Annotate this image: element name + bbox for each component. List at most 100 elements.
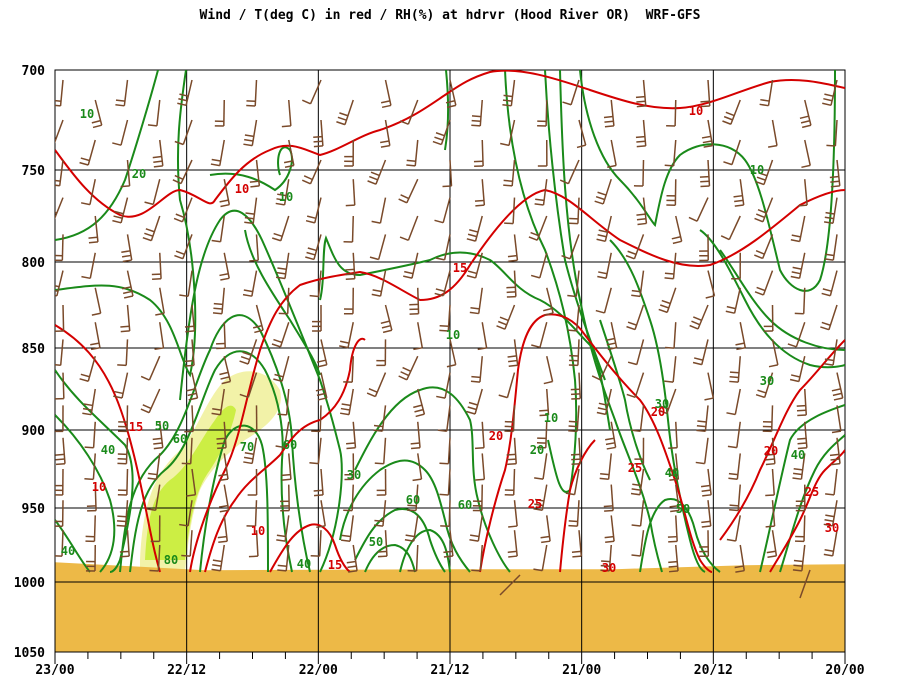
wind-barb xyxy=(766,530,778,558)
wind-barb xyxy=(249,159,261,188)
wind-barb xyxy=(373,405,387,432)
wind-barb xyxy=(246,79,258,107)
wind-barb xyxy=(506,437,517,466)
wind-barb xyxy=(112,119,129,146)
wind-barb xyxy=(631,500,645,527)
wind-barb xyxy=(374,437,387,465)
x-tick-label: 21/12 xyxy=(430,663,469,678)
wind-barb xyxy=(277,544,290,572)
wind-barb xyxy=(436,372,451,399)
wind-barb xyxy=(700,468,712,497)
x-tick-label: 22/00 xyxy=(299,663,338,678)
wind-barb xyxy=(831,405,842,434)
wind-barb xyxy=(671,215,683,245)
wind-barb xyxy=(824,234,838,261)
wind-barb xyxy=(55,339,64,367)
wind-barb xyxy=(239,339,258,365)
wind-barb xyxy=(344,139,354,167)
wind-barb xyxy=(603,484,614,512)
wind-barb xyxy=(91,287,102,316)
temperature-contour-label: 20 xyxy=(489,429,503,443)
wind-barb xyxy=(504,468,516,496)
x-tick-label: 21/00 xyxy=(562,663,601,678)
wind-barb xyxy=(340,388,354,416)
wind-barb xyxy=(821,270,838,297)
wind-barb xyxy=(117,339,129,367)
wind-barb xyxy=(435,234,451,261)
wind-barb xyxy=(826,119,838,147)
wind-barb xyxy=(591,355,612,381)
temperature-contour-label: 10 xyxy=(251,524,265,538)
wind-barb xyxy=(506,270,517,298)
wind-barb xyxy=(729,356,741,383)
wind-barbs xyxy=(55,79,844,599)
wind-barb xyxy=(115,79,129,107)
wind-barb xyxy=(150,515,161,543)
wind-barb xyxy=(312,304,322,332)
wind-barb xyxy=(367,159,387,185)
wind-barb xyxy=(275,421,290,449)
wind-barb xyxy=(594,178,612,205)
wind-barb xyxy=(633,159,645,187)
wind-barb xyxy=(504,405,516,433)
wind-barb xyxy=(597,252,612,280)
temperature-contour-label: 15 xyxy=(129,420,143,434)
wind-barb xyxy=(376,339,387,367)
wind-barb xyxy=(403,252,419,279)
wind-barb xyxy=(439,304,451,332)
wind-barb xyxy=(508,500,518,528)
wind-barb xyxy=(212,287,225,315)
x-tick-label: 20/00 xyxy=(825,663,864,678)
wind-barb xyxy=(696,405,709,433)
wind-barb xyxy=(184,339,195,367)
wind-barb xyxy=(499,574,521,596)
wind-barb xyxy=(688,197,709,222)
wind-barb xyxy=(343,356,354,383)
wind-barb xyxy=(55,500,64,527)
wind-barb xyxy=(568,500,580,527)
wind-barb xyxy=(81,252,96,280)
temperature-contour-label: 10 xyxy=(235,182,249,196)
wind-barb xyxy=(595,287,612,314)
wind-barb xyxy=(607,139,617,168)
wind-barb xyxy=(280,484,290,512)
wind-barb xyxy=(211,215,225,243)
wind-barb xyxy=(596,388,612,416)
wind-barb xyxy=(530,252,548,279)
rh-contour-label: 50 xyxy=(155,419,169,433)
wind-barb xyxy=(366,372,387,398)
rh-contour-label: 70 xyxy=(240,440,254,454)
wind-barb xyxy=(305,234,322,261)
wind-barb xyxy=(82,388,96,416)
wind-barb xyxy=(369,234,387,261)
wind-barb xyxy=(445,79,457,109)
wind-barb xyxy=(720,215,741,241)
wind-barb xyxy=(666,99,677,127)
wind-barb xyxy=(336,99,354,126)
wind-barb xyxy=(477,322,488,351)
temperature-contour-label: 10 xyxy=(92,480,106,494)
wind-barb xyxy=(371,270,387,297)
wind-barb xyxy=(90,322,101,351)
wind-barb xyxy=(823,500,838,527)
wind-barb xyxy=(174,119,193,146)
wind-barb xyxy=(625,234,645,260)
wind-barb xyxy=(796,388,808,417)
wind-barb xyxy=(764,437,776,466)
wind-barb xyxy=(247,405,258,433)
wind-barb xyxy=(831,372,844,401)
wind-barb xyxy=(729,484,741,512)
wind-barb xyxy=(469,515,483,542)
wind-barb xyxy=(605,322,618,351)
wind-barb xyxy=(539,388,550,417)
wind-barb xyxy=(705,270,716,299)
wind-barb xyxy=(219,252,230,281)
wind-barb xyxy=(537,139,548,167)
wind-barb xyxy=(214,99,225,127)
wind-barb xyxy=(823,197,838,225)
wind-barb xyxy=(701,119,714,148)
wind-barb xyxy=(271,321,290,348)
wind-barb xyxy=(249,234,260,262)
wind-barb xyxy=(413,388,426,418)
rh-contour-label: 10 xyxy=(446,328,460,342)
